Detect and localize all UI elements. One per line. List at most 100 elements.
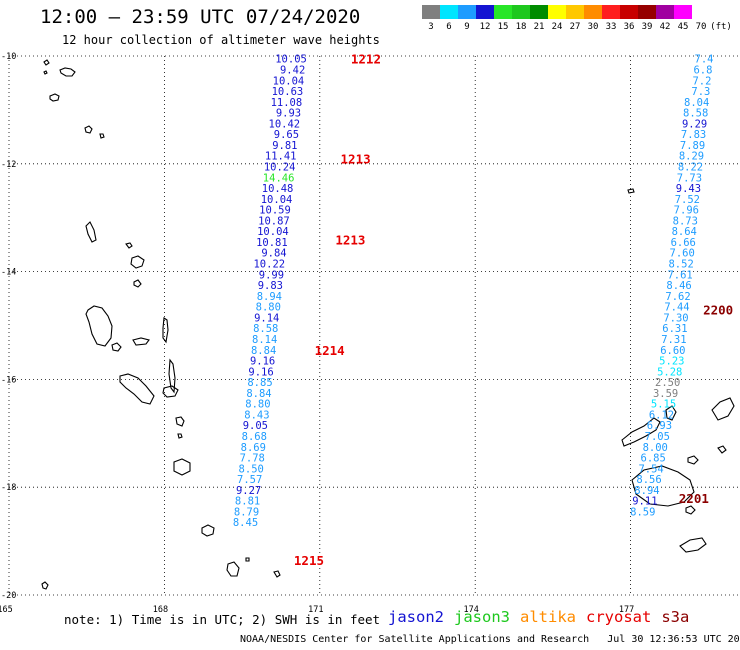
wave-height-label: 8.84 bbox=[251, 345, 276, 357]
wave-height-label: 8.59 bbox=[630, 506, 655, 518]
island-espiritu bbox=[85, 305, 113, 347]
wave-height-label: 10.42 bbox=[269, 118, 301, 130]
legend-entry: altika bbox=[520, 608, 576, 626]
scale-label: 3 bbox=[428, 22, 434, 32]
scale-label: 18 bbox=[515, 22, 527, 32]
island-taveuni bbox=[665, 405, 677, 421]
wave-height-label: 8.58 bbox=[683, 108, 708, 120]
scale-label: 15 bbox=[497, 22, 509, 32]
scale-label: 27 bbox=[569, 22, 581, 32]
island-epi bbox=[175, 416, 185, 427]
color-scale-labels: 3 6 9 12 15 18 21 24 27 30 33 36 39 42 45 70 (ft) bbox=[422, 22, 732, 34]
wave-height-label: 10.04 bbox=[257, 226, 289, 238]
wave-height-label: 6.31 bbox=[662, 323, 687, 335]
coastlines bbox=[41, 59, 735, 590]
lat-tick-label: -12 bbox=[1, 160, 16, 170]
scale-swatch bbox=[512, 5, 530, 19]
pass-time-label: 1213 bbox=[341, 151, 371, 166]
wave-height-label: 8.58 bbox=[253, 323, 278, 335]
wave-height-label: 9.83 bbox=[258, 280, 283, 292]
wave-height-label: 7.05 bbox=[645, 431, 670, 443]
wave-height-label: 7.78 bbox=[240, 453, 265, 465]
scale-swatch bbox=[422, 5, 440, 19]
wave-height-label: 7.73 bbox=[677, 172, 702, 184]
wave-height-label: 7.89 bbox=[680, 140, 705, 152]
altimeter-points: 10.059.4210.0410.6311.089.9310.429.659.8… bbox=[233, 54, 714, 530]
island-vanua-levu bbox=[621, 417, 661, 447]
scale-swatch bbox=[638, 5, 656, 19]
wave-height-label: 6.60 bbox=[660, 345, 685, 357]
wave-height-label: 9.84 bbox=[261, 248, 286, 260]
wave-height-label: 14.46 bbox=[263, 172, 295, 184]
scale-label: 45 bbox=[677, 22, 689, 32]
wave-height-label: 9.93 bbox=[276, 108, 301, 120]
island-erromango bbox=[201, 524, 215, 537]
island-shepherd bbox=[177, 433, 183, 439]
wave-height-label: 7.44 bbox=[664, 302, 689, 314]
wave-height-label: 9.16 bbox=[248, 366, 273, 378]
scale-label: 42 bbox=[659, 22, 671, 32]
map-title: 12:00 – 23:59 UTC 07/24/2020 bbox=[40, 6, 361, 28]
legend-entry: s3a bbox=[661, 608, 690, 626]
wave-height-label: 10.87 bbox=[258, 215, 290, 227]
wave-height-label: 5.23 bbox=[659, 356, 684, 368]
map-note: note: 1) Time is in UTC; 2) SWH is in fe… bbox=[64, 612, 381, 627]
wave-height-label: 8.79 bbox=[234, 506, 259, 518]
scale-swatch bbox=[674, 5, 692, 19]
wave-height-label: 11.08 bbox=[271, 97, 303, 109]
scale-swatch bbox=[476, 5, 494, 19]
wave-height-label: 8.80 bbox=[245, 399, 270, 411]
wave-height-label: 9.29 bbox=[682, 118, 707, 130]
pass-time-label: 1212 bbox=[351, 52, 381, 67]
scale-label: 33 bbox=[605, 22, 617, 32]
wave-height-label: 7.83 bbox=[681, 129, 706, 141]
scale-label: 9 bbox=[464, 22, 470, 32]
wave-height-label: 10.48 bbox=[262, 183, 294, 195]
color-scale-bar bbox=[422, 5, 710, 19]
wave-height-label: 9.05 bbox=[243, 420, 268, 432]
wave-height-label: 6.93 bbox=[647, 420, 672, 432]
wave-height-label: 7.31 bbox=[661, 334, 686, 346]
lat-tick-label: -20 bbox=[1, 591, 16, 601]
wave-height-label: 8.68 bbox=[242, 431, 267, 443]
wave-height-label: 8.94 bbox=[634, 485, 659, 497]
wave-height-label: 9.65 bbox=[274, 129, 299, 141]
island-banks-3 bbox=[84, 125, 93, 134]
wave-height-label: 11.41 bbox=[265, 151, 297, 163]
scale-label: 30 bbox=[587, 22, 599, 32]
legend-entry: jason3 bbox=[454, 608, 510, 626]
wave-height-label: 10.04 bbox=[261, 194, 293, 206]
island-ambrym bbox=[162, 385, 179, 398]
island-malekula bbox=[119, 373, 155, 405]
scale-swatch bbox=[584, 5, 602, 19]
pass-time-labels: 1212 1213 1213 1214 1215 2200 2201 bbox=[294, 52, 733, 568]
island-futuna bbox=[273, 570, 281, 578]
wave-height-label: 8.14 bbox=[252, 334, 277, 346]
lat-tick-label: -16 bbox=[1, 375, 16, 385]
island-tanna bbox=[226, 561, 240, 577]
wave-height-label: 9.81 bbox=[272, 140, 297, 152]
scale-swatch bbox=[548, 5, 566, 19]
scale-label: 70 bbox=[695, 22, 707, 32]
lon-tick-label: 177 bbox=[619, 605, 634, 615]
wave-height-label: 8.85 bbox=[247, 377, 272, 389]
scale-swatch bbox=[602, 5, 620, 19]
scale-label: 36 bbox=[623, 22, 635, 32]
map-subtitle: 12 hour collection of altimeter wave hei… bbox=[62, 33, 380, 47]
scale-label: 21 bbox=[533, 22, 545, 32]
scale-swatch bbox=[656, 5, 674, 19]
island-malo bbox=[111, 342, 122, 352]
wave-height-label: 10.63 bbox=[272, 86, 304, 98]
wave-height-label: 10.81 bbox=[256, 237, 288, 249]
map-footer: NOAA/NESDIS Center for Satellite Applica… bbox=[240, 634, 740, 645]
lon-tick-label: 171 bbox=[308, 605, 323, 615]
wave-height-label: 9.16 bbox=[250, 356, 275, 368]
legend-entry: cryosat bbox=[586, 608, 652, 626]
scale-swatch bbox=[566, 5, 584, 19]
wave-height-label: 9.42 bbox=[280, 64, 305, 76]
pass-time-label: 1214 bbox=[315, 343, 345, 358]
scale-swatch bbox=[620, 5, 638, 19]
scale-swatch bbox=[692, 5, 710, 19]
wave-height-label: 7.96 bbox=[674, 205, 699, 217]
axis-tick-labels: 165 168 171 174 177 -10 -12 -14 -16 -18 -20 bbox=[0, 52, 634, 615]
